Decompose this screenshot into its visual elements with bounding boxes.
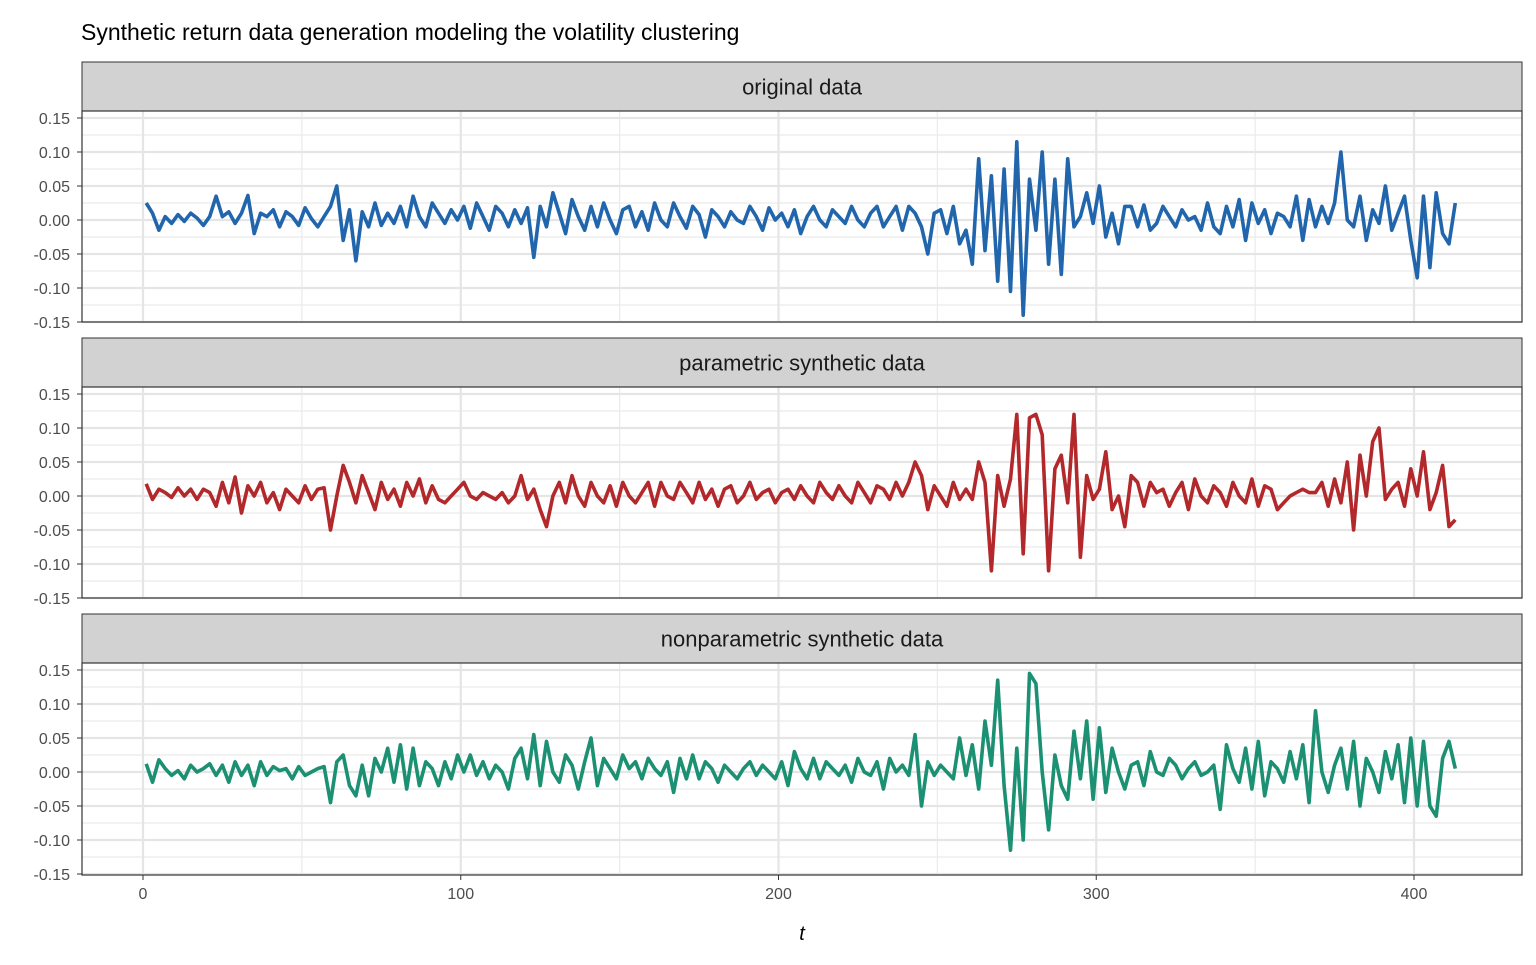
facet-strip bbox=[81, 61, 1523, 112]
x-tick-label: 0 bbox=[139, 886, 148, 903]
facet-panel: nonparametric synthetic data 0.15 0.10 0.05… bbox=[34, 613, 1523, 884]
x-tick-label: 200 bbox=[765, 886, 792, 903]
y-tick-label: -0.15 bbox=[34, 315, 71, 332]
y-tick-label: -0.05 bbox=[34, 523, 71, 540]
y-tick-label: 0.00 bbox=[39, 213, 70, 230]
y-tick-label: -0.10 bbox=[34, 281, 71, 298]
facet-strip-label: nonparametric synthetic data bbox=[661, 627, 944, 652]
x-tick-label: 100 bbox=[447, 886, 474, 903]
y-tick-label: 0.10 bbox=[39, 697, 70, 714]
series-line bbox=[144, 671, 1458, 852]
y-tick-label: 0.10 bbox=[39, 421, 70, 438]
y-tick-label: 0.15 bbox=[39, 663, 70, 680]
panel-border bbox=[81, 662, 1523, 876]
panel-border bbox=[81, 386, 1523, 599]
y-tick-label: 0.05 bbox=[39, 179, 70, 196]
y-tick-label: -0.15 bbox=[34, 867, 71, 884]
y-tick-label: 0.10 bbox=[39, 145, 70, 162]
plot-background bbox=[82, 387, 1522, 598]
series-line bbox=[144, 140, 1458, 317]
y-tick-label: -0.10 bbox=[34, 557, 71, 574]
y-tick-label: -0.15 bbox=[34, 591, 71, 608]
y-tick-label: -0.05 bbox=[34, 799, 71, 816]
y-tick-label: 0.00 bbox=[39, 489, 70, 506]
y-tick-label: 0.15 bbox=[39, 387, 70, 404]
series-line bbox=[144, 412, 1457, 573]
facet-strip bbox=[81, 613, 1523, 664]
facet-panel: parametric synthetic data 0.15 0.10 0.05 0.0… bbox=[34, 337, 1523, 608]
y-tick-label: -0.05 bbox=[34, 247, 71, 264]
y-tick-label: 0.15 bbox=[39, 111, 70, 128]
x-tick-label: 300 bbox=[1083, 886, 1110, 903]
y-tick-label: 0.00 bbox=[39, 765, 70, 782]
x-tick-label: 400 bbox=[1401, 886, 1428, 903]
facet-strip-label: parametric synthetic data bbox=[679, 351, 926, 376]
panel-border bbox=[81, 110, 1523, 323]
facet-strip bbox=[81, 337, 1523, 388]
chart-title: Synthetic return data generation modelin… bbox=[81, 19, 739, 45]
y-tick-label: 0.05 bbox=[39, 455, 70, 472]
y-tick-label: -0.10 bbox=[34, 833, 71, 850]
y-tick-label: 0.05 bbox=[39, 731, 70, 748]
facet-panel: original data 0.15 0.10 0.05 0.00 -0.05 -0.10 -… bbox=[34, 61, 1523, 332]
x-axis-label: t bbox=[799, 923, 806, 945]
facet-strip-label: original data bbox=[742, 75, 863, 100]
